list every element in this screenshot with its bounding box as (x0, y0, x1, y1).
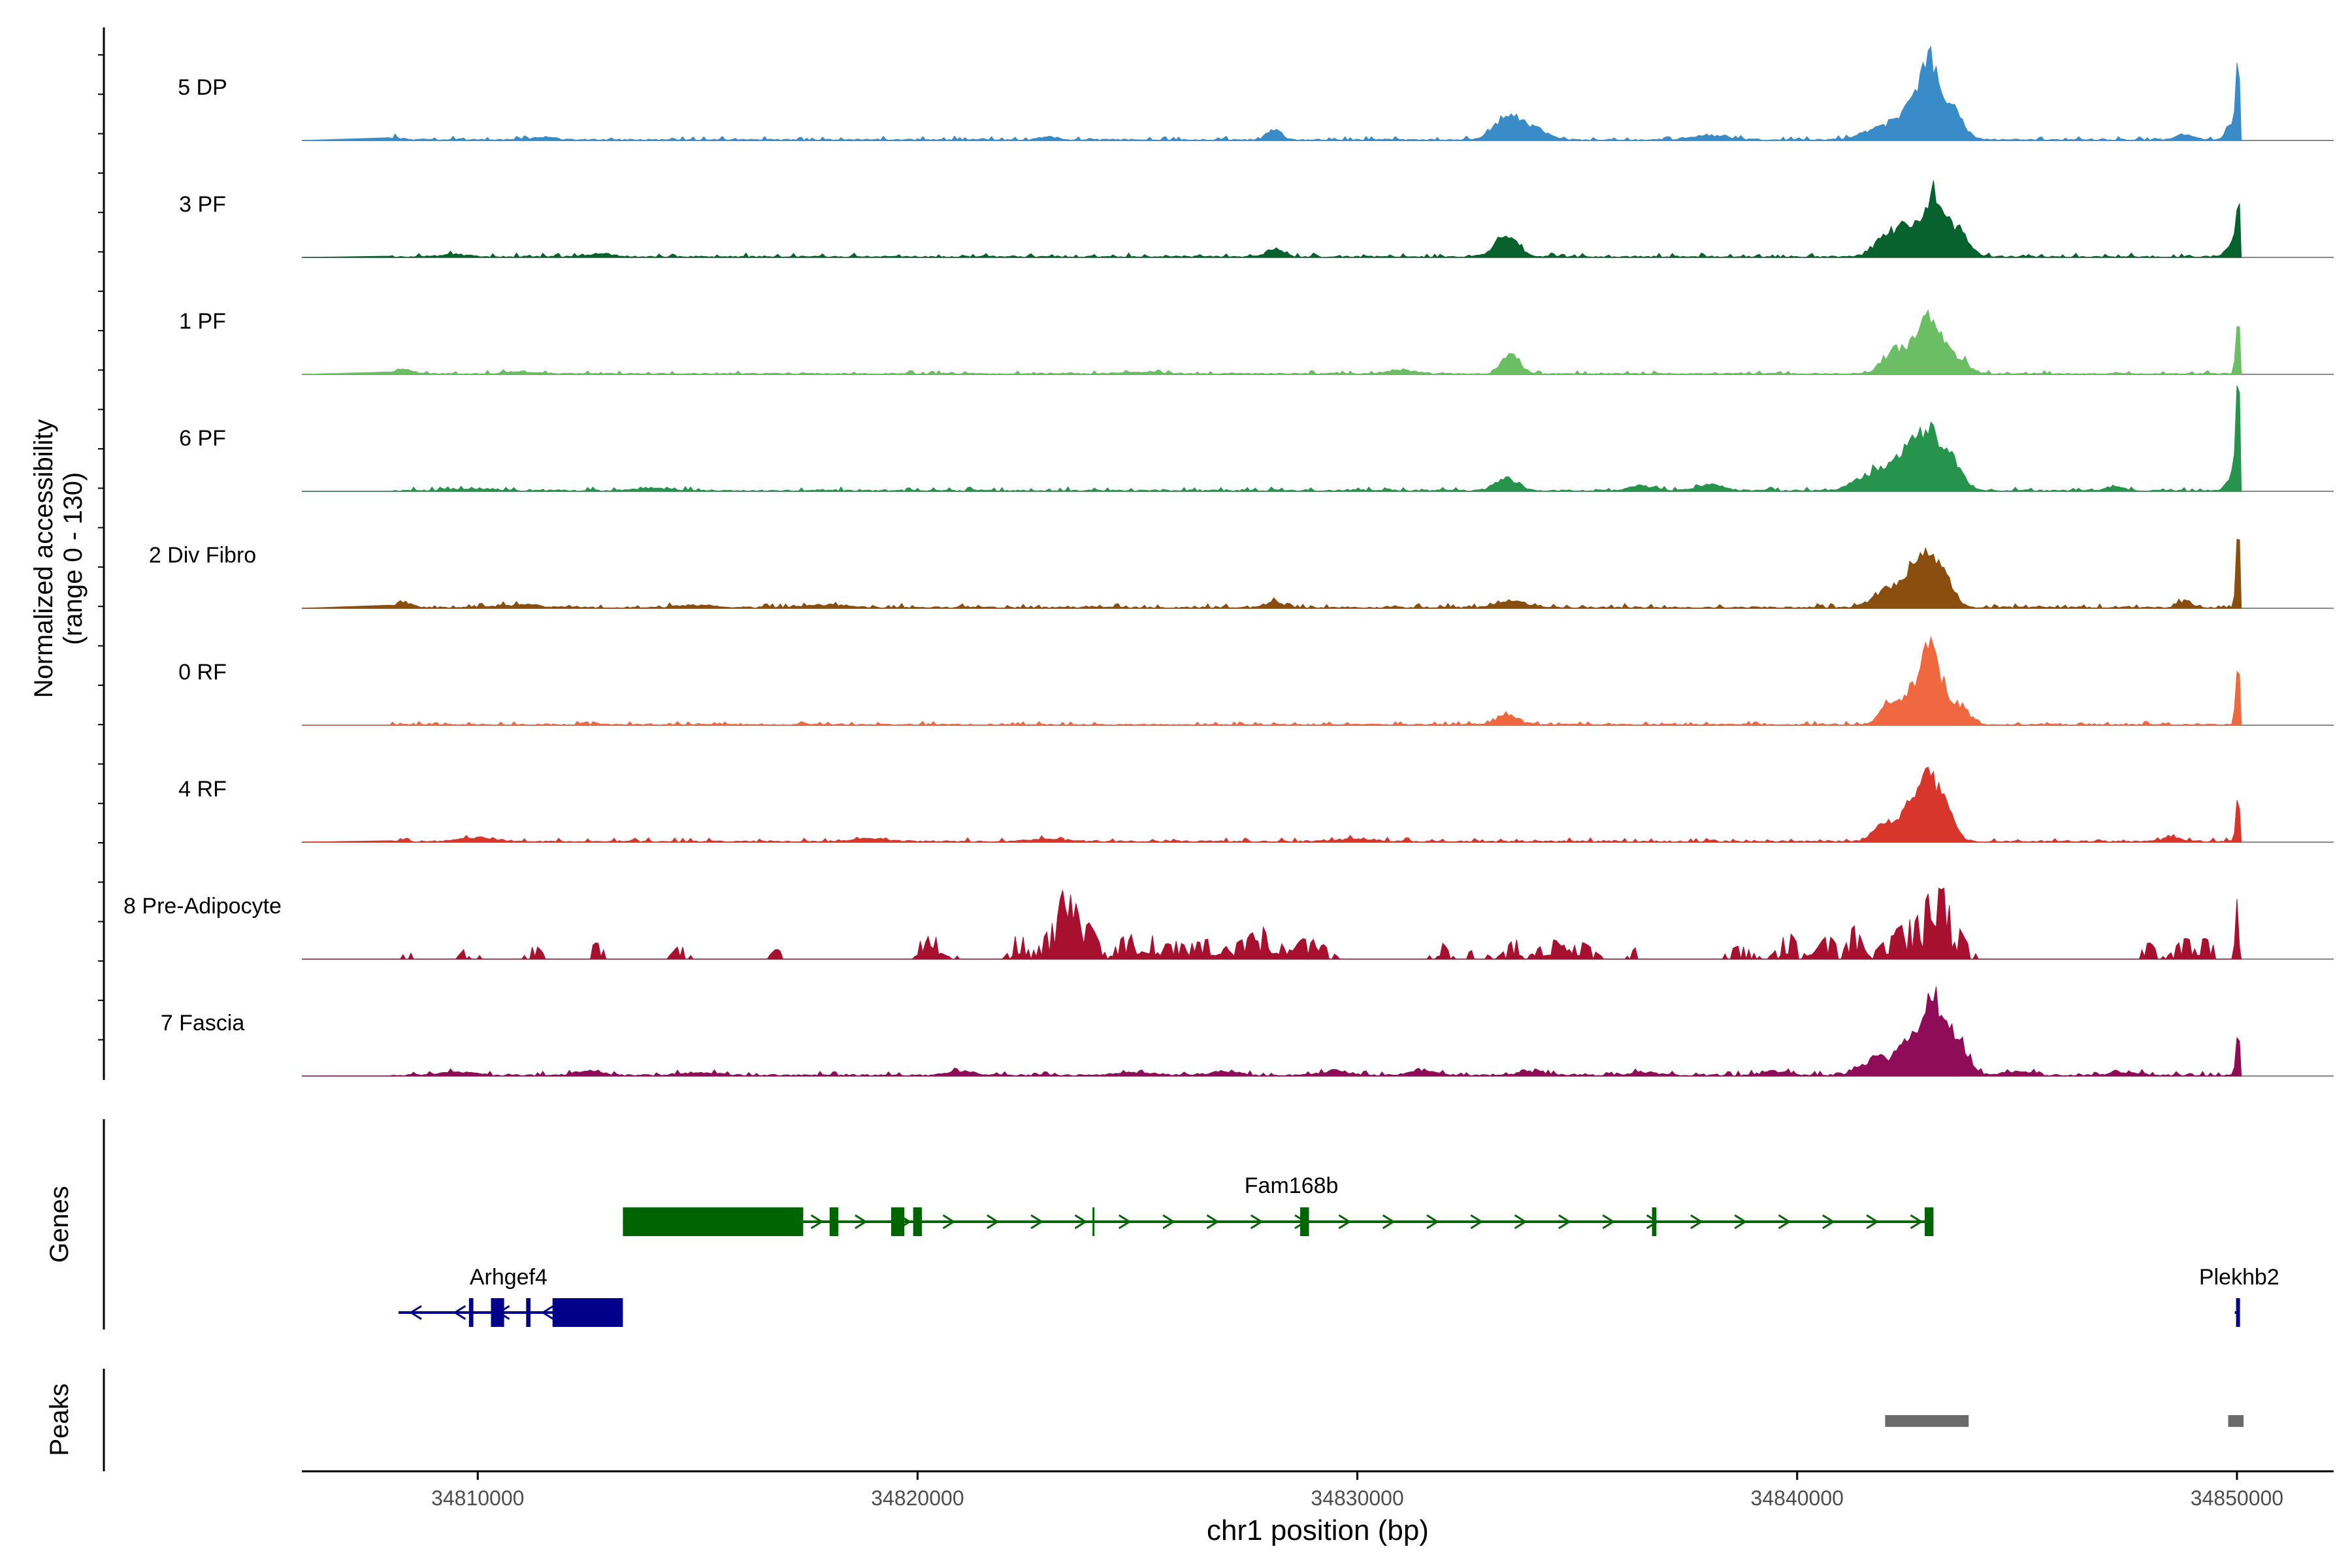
strand-chevron (1822, 1214, 1835, 1230)
track-6: 4 RF (178, 766, 2334, 843)
gene-exon (1652, 1207, 1657, 1236)
gene-plekhb2: Plekhb2 (2199, 1265, 2279, 1327)
peak-track (1885, 1415, 2244, 1427)
track-7: 8 Pre-Adipocyte (123, 887, 2334, 960)
track-area (301, 766, 2242, 843)
gene-arhgef4: Arhgef4 (399, 1265, 623, 1327)
strand-chevron (1778, 1214, 1791, 1230)
track-label: 3 PF (179, 192, 226, 217)
strand-chevron (1250, 1214, 1264, 1230)
strand-chevron (1690, 1214, 1703, 1230)
strand-chevron (1074, 1214, 1088, 1230)
track-area (301, 538, 2242, 609)
strand-chevron (987, 1214, 1000, 1230)
track-label: 7 Fascia (161, 1011, 245, 1036)
strand-chevron (1910, 1214, 1923, 1230)
strand-chevron (1382, 1214, 1396, 1230)
x-axis-title: chr1 position (bp) (1207, 1514, 1429, 1546)
strand-chevron (1734, 1214, 1748, 1230)
x-tick-label: 34820000 (871, 1486, 964, 1510)
strand-chevron (1514, 1214, 1527, 1230)
track-label: 5 DP (178, 75, 227, 100)
gene-exon (829, 1207, 839, 1236)
track-area (301, 987, 2242, 1077)
strand-chevron (1470, 1214, 1484, 1230)
gene-exon (468, 1298, 474, 1327)
peaks-panel-label: Peaks (45, 1383, 74, 1456)
x-axis: 34810000 34820000 34830000 34840000 34850000… (302, 1470, 2334, 1546)
track-area (301, 636, 2242, 726)
strand-chevron (541, 1305, 554, 1320)
x-tick-label: 34840000 (1751, 1486, 1844, 1510)
gene-exon (491, 1298, 504, 1327)
gene-exon (1300, 1207, 1309, 1236)
strand-chevron (810, 1214, 824, 1230)
gene-label: Arhgef4 (470, 1265, 547, 1290)
track-3: 6 PF (179, 385, 2334, 492)
track-1: 3 PF (179, 180, 2334, 258)
track-label: 8 Pre-Adipocyte (123, 894, 282, 919)
strand-chevron (409, 1305, 422, 1320)
gene-fam168b: Fam168b (623, 1173, 1934, 1236)
strand-chevron (1162, 1214, 1175, 1230)
coverage-y-ticks (98, 54, 104, 1041)
track-5: 0 RF (178, 636, 2334, 726)
gene-exon (2236, 1298, 2240, 1327)
gene-exon (526, 1298, 531, 1327)
gene-label: Fam168b (1245, 1173, 1339, 1198)
strand-chevron (1030, 1214, 1044, 1230)
peak-region (1885, 1415, 1969, 1427)
strand-chevron (1602, 1214, 1616, 1230)
gene-exon (552, 1298, 623, 1327)
track-label: 6 PF (179, 426, 226, 451)
strand-chevron (1206, 1214, 1220, 1230)
track-label: 4 RF (178, 777, 227, 802)
x-tick-label: 34810000 (431, 1486, 524, 1510)
strand-chevron (1558, 1214, 1571, 1230)
track-area (301, 309, 2242, 375)
strand-chevron (1426, 1214, 1439, 1230)
track-label: 0 RF (178, 660, 227, 685)
track-label: 1 PF (179, 309, 226, 334)
gene-exon (1924, 1207, 1934, 1236)
gene-track: Fam168b Arhgef4 Plekhb2 (399, 1173, 2279, 1327)
left-axes: Normalized accessibility (range 0 - 130)… (29, 27, 105, 1471)
track-area (301, 180, 2242, 258)
gene-label: Plekhb2 (2199, 1265, 2279, 1290)
x-ticks: 34810000 34820000 34830000 34840000 34850000 (431, 1471, 2283, 1510)
track-2: 1 PF (179, 309, 2334, 375)
strand-chevron (1338, 1214, 1352, 1230)
x-tick-label: 34850000 (2191, 1486, 2283, 1510)
track-0: 5 DP (178, 45, 2334, 141)
strand-chevron (855, 1214, 868, 1230)
strand-chevron (1119, 1214, 1132, 1230)
gene-exon (891, 1207, 905, 1236)
peak-region (2228, 1415, 2244, 1427)
strand-chevron (1646, 1214, 1659, 1230)
genes-panel-label: Genes (45, 1186, 74, 1263)
track-area (301, 45, 2242, 141)
track-4: 2 Div Fibro (149, 538, 2334, 609)
x-tick-label: 34830000 (1311, 1486, 1403, 1510)
strand-chevron (1866, 1214, 1880, 1230)
strand-chevron (453, 1305, 466, 1320)
coverage-tracks: 5 DP 3 PF 1 PF 6 PF 2 Div Fibro 0 RF 4 RF 8 Pre… (123, 45, 2334, 1077)
coverage-y-label-line1: Normalized accessibility (29, 419, 58, 698)
coverage-y-label-line2: (range 0 - 130) (59, 472, 88, 645)
track-label: 2 Div Fibro (149, 543, 256, 568)
track-area (301, 385, 2242, 492)
track-area (302, 887, 2242, 960)
gene-exon (623, 1207, 804, 1236)
strand-chevron (942, 1214, 956, 1230)
gene-exon (913, 1207, 923, 1236)
track-8: 7 Fascia (161, 987, 2334, 1077)
